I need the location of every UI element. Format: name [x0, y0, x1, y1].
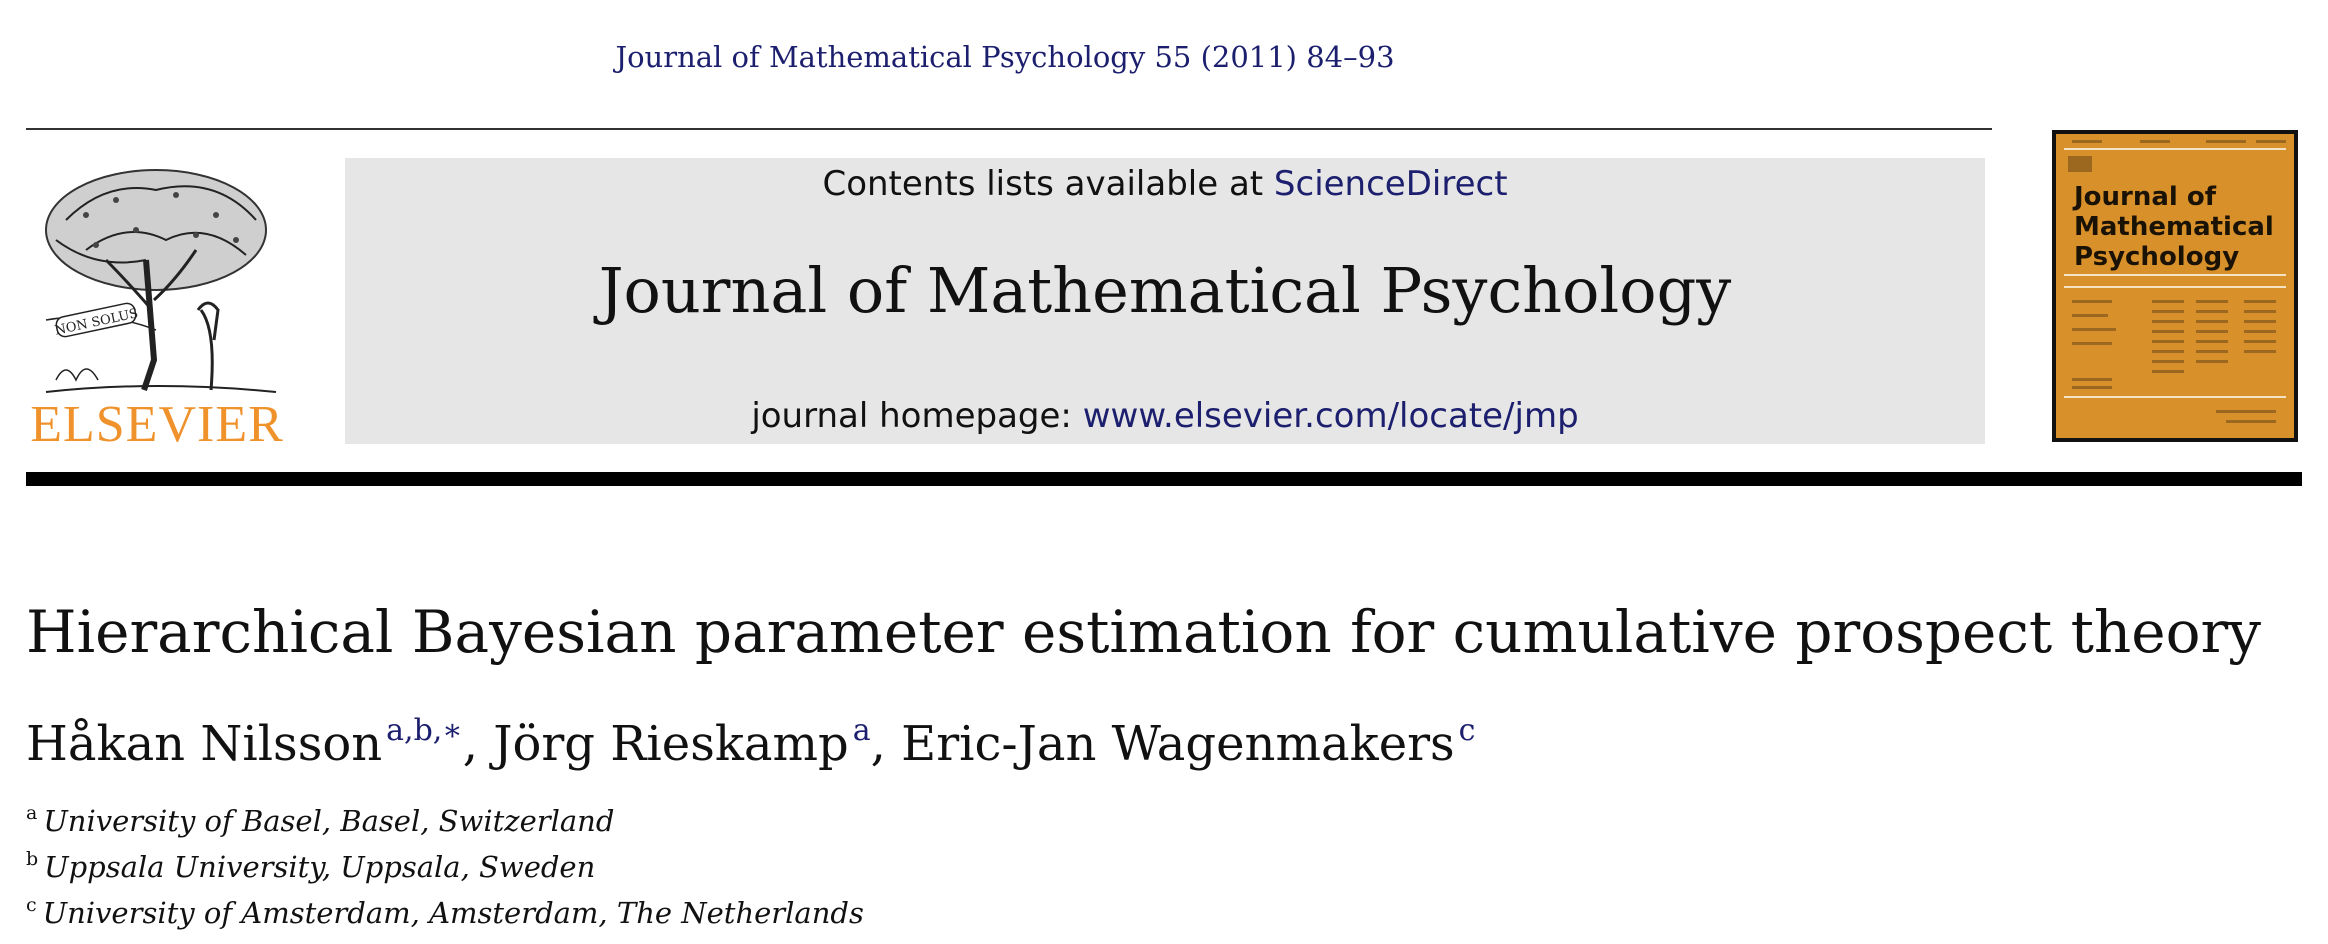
author-name: Jörg Rieskamp — [493, 716, 849, 772]
cover-publisher-mark — [2068, 156, 2092, 172]
journal-title: Journal of Mathematical Psychology — [598, 254, 1732, 327]
journal-cover-image[interactable]: Journal of Mathematical Psychology — [2052, 130, 2298, 442]
affiliation-mark: b — [26, 848, 39, 870]
cover-detail — [2072, 386, 2112, 389]
cover-detail — [2152, 300, 2184, 303]
affiliation-item: c University of Amsterdam, Amsterdam, The… — [26, 894, 1426, 930]
affiliation-text: University of Basel, Basel, Switzerland — [43, 804, 615, 838]
sciencedirect-link[interactable]: ScienceDirect — [1273, 164, 1508, 204]
journal-citation[interactable]: Journal of Mathematical Psychology 55 (2… — [615, 40, 1395, 74]
elsevier-wordmark[interactable]: ELSEVIER — [30, 396, 284, 453]
author-list: Håkan Nilsson a,b,∗, Jörg Rieskamp a, Eric… — [26, 713, 2306, 772]
affiliation-item: b Uppsala University, Uppsala, Sweden — [26, 848, 1426, 884]
author-name: Eric-Jan Wagenmakers — [901, 716, 1455, 772]
cover-detail — [2244, 330, 2276, 333]
cover-rule — [2064, 274, 2286, 276]
affiliation-text: University of Amsterdam, Amsterdam, The … — [42, 896, 864, 930]
header-thick-rule — [26, 472, 2302, 486]
cover-detail — [2196, 320, 2228, 323]
cover-detail — [2244, 350, 2276, 353]
homepage-prefix: journal homepage: — [751, 396, 1083, 436]
author-affiliation-marks[interactable]: a — [852, 713, 871, 748]
cover-detail — [2152, 320, 2184, 323]
cover-detail — [2216, 410, 2276, 413]
homepage-line: journal homepage: www.elsevier.com/locat… — [345, 396, 1985, 436]
cover-detail — [2152, 330, 2184, 333]
cover-detail — [2072, 378, 2112, 381]
cover-detail — [2072, 328, 2116, 331]
cover-detail — [2072, 140, 2102, 143]
cover-rule — [2064, 286, 2286, 288]
cover-detail — [2256, 140, 2286, 143]
affiliation-text: Uppsala University, Uppsala, Sweden — [44, 850, 596, 884]
elsevier-tree-logo[interactable]: NON SOLUS — [26, 160, 288, 446]
contents-line: Contents lists available at ScienceDirec… — [345, 164, 1985, 204]
cover-title: Journal of Mathematical Psychology — [2074, 182, 2274, 272]
cover-detail — [2244, 310, 2276, 313]
affiliation-mark: c — [26, 894, 37, 916]
journal-banner: Contents lists available at ScienceDirec… — [345, 158, 1985, 444]
cover-detail — [2244, 320, 2276, 323]
cover-detail — [2152, 360, 2184, 363]
cover-detail — [2196, 330, 2228, 333]
cover-detail — [2152, 370, 2184, 373]
cover-detail — [2196, 360, 2228, 363]
cover-detail — [2206, 140, 2246, 143]
cover-detail — [2072, 342, 2112, 345]
affiliation-mark: a — [26, 802, 38, 824]
author-affiliation-marks[interactable]: c — [1458, 713, 1476, 748]
article-title: Hierarchical Bayesian parameter estimati… — [26, 598, 2261, 666]
author-name: Håkan Nilsson — [26, 716, 383, 772]
cover-detail — [2152, 340, 2184, 343]
author-separator: , — [462, 716, 494, 772]
cover-detail — [2196, 300, 2228, 303]
cover-detail — [2196, 350, 2228, 353]
cover-detail — [2072, 314, 2108, 317]
cover-rule — [2064, 148, 2286, 150]
cover-detail — [2072, 300, 2112, 303]
author-separator: , — [870, 716, 902, 772]
cover-detail — [2226, 420, 2276, 423]
cover-detail — [2196, 310, 2228, 313]
cover-rule — [2064, 396, 2286, 398]
cover-detail — [2152, 350, 2184, 353]
affiliation-item: a University of Basel, Basel, Switzerland — [26, 802, 1426, 838]
contents-prefix: Contents lists available at — [822, 164, 1274, 204]
cover-detail — [2196, 340, 2228, 343]
cover-detail — [2140, 140, 2170, 143]
cover-detail — [2244, 340, 2276, 343]
cover-detail — [2152, 310, 2184, 313]
homepage-link[interactable]: www.elsevier.com/locate/jmp — [1082, 396, 1579, 436]
cover-detail — [2244, 300, 2276, 303]
author-affiliation-marks[interactable]: a,b,∗ — [386, 713, 463, 748]
header-divider — [26, 128, 1992, 130]
